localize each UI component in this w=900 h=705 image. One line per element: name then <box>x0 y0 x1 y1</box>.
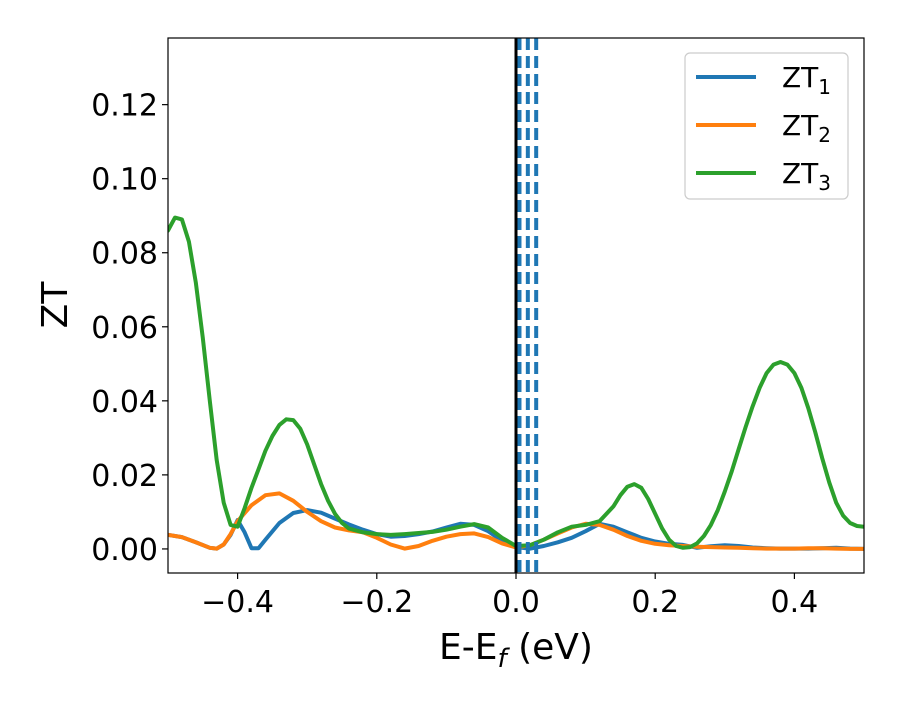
plot-area <box>168 38 864 573</box>
x-tick-label: 0.4 <box>771 585 819 620</box>
y-tick-label: 0.00 <box>91 533 158 568</box>
series-line-3 <box>168 215 864 550</box>
legend-label-1: ZT1 <box>782 61 831 99</box>
x-tick-label: 0.0 <box>492 585 540 620</box>
legend-label-3: ZT3 <box>782 157 831 195</box>
y-tick-label: 0.06 <box>91 311 158 346</box>
legend: ZT1 ZT2 ZT3 <box>684 52 849 200</box>
legend-box <box>684 52 849 200</box>
y-axis-title: ZT <box>35 281 76 329</box>
y-tick-label: 0.10 <box>91 163 158 198</box>
series-line-2 <box>168 491 864 551</box>
x-tick-label: 0.2 <box>631 585 679 620</box>
axes: −0.4 −0.2 0.0 0.2 0.4 0.00 0.02 0.04 0.06 0.08 0.1… <box>91 37 865 620</box>
x-tick-label: −0.2 <box>340 585 413 620</box>
y-tick-label: 0.04 <box>91 385 158 420</box>
y-tick-label: 0.12 <box>91 89 158 124</box>
x-tick-label: −0.4 <box>201 585 274 620</box>
y-tick-label: 0.08 <box>91 237 158 272</box>
y-tick-label: 0.02 <box>91 459 158 494</box>
x-axis-title: E-Ef (eV) <box>439 627 593 674</box>
legend-label-2: ZT2 <box>782 109 831 147</box>
